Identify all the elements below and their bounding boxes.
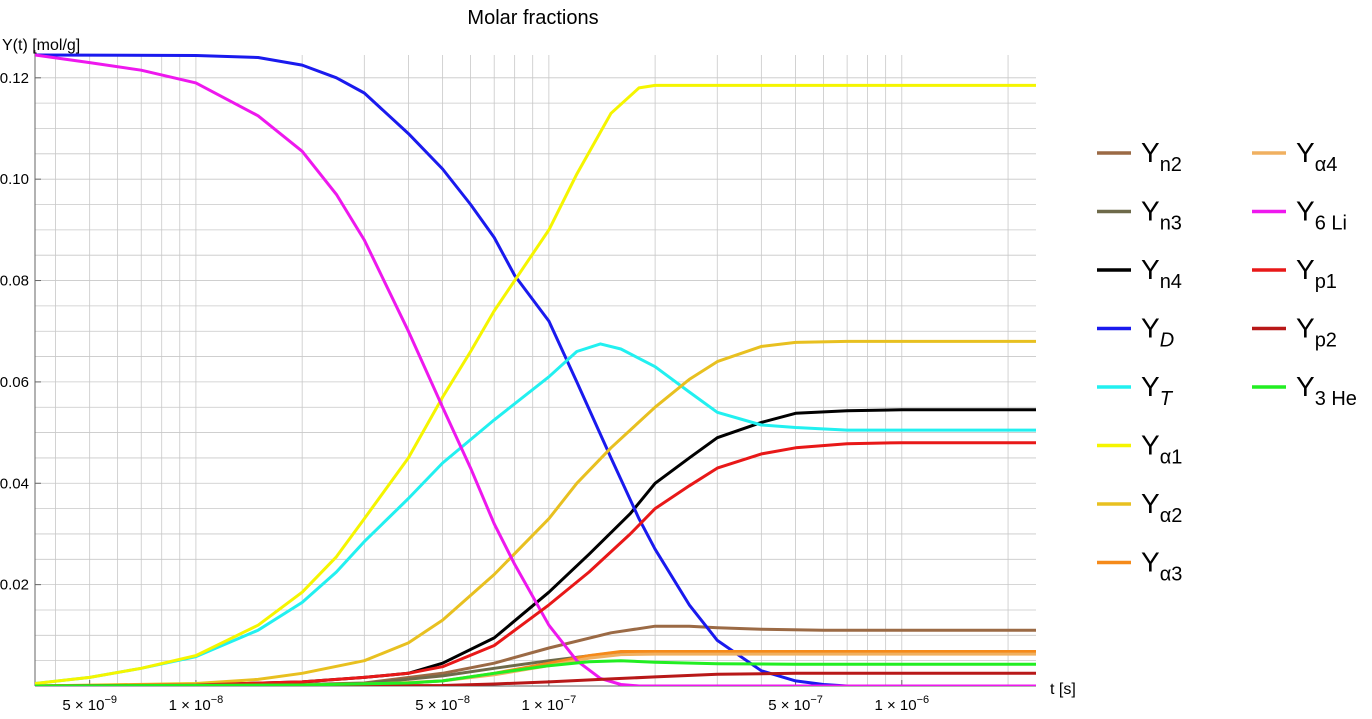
y-tick-label: 0.04 <box>0 475 29 492</box>
series-line-t <box>35 342 1036 685</box>
y-tick-label: 0.08 <box>0 273 29 290</box>
x-axis-label: t [s] <box>1050 681 1076 698</box>
legend-item: Yp2 <box>1252 313 1337 352</box>
y-tick-label: 0.10 <box>0 171 29 188</box>
legend-label: Yn2 <box>1141 137 1182 176</box>
legend-item: YT <box>1097 371 1174 410</box>
legend-label: Yn3 <box>1141 196 1182 235</box>
legend: Yn2 Yn3 Yn4 YD YT Yα1 Yα2 Yα3 Yα4 Y6 Li Yp1 Yp2 Y3 H… <box>1097 137 1357 586</box>
legend-item: Yn3 <box>1097 196 1182 235</box>
series-line-p2 <box>35 671 1036 686</box>
legend-label: Yn4 <box>1141 254 1182 293</box>
legend-item: Y6 Li <box>1252 196 1347 235</box>
legend-label: Yα3 <box>1141 547 1182 586</box>
axes: 0.02 0.04 0.06 0.08 0.10 0.12 5 × 10−9 1 × 10−8… <box>0 50 1036 714</box>
y-axis-label: Y(t) [mol/g] <box>2 37 80 54</box>
legend-label: Yα2 <box>1141 488 1182 527</box>
x-tick-label: 5 × 10−8 <box>415 694 470 714</box>
legend-label: Y3 He <box>1296 371 1357 410</box>
legend-item: YD <box>1097 313 1174 352</box>
series-line-3he <box>35 659 1036 686</box>
grid <box>35 55 1036 686</box>
y-tick-label: 0.02 <box>0 577 29 594</box>
legend-item: Y3 He <box>1252 371 1357 410</box>
legend-item: Yp1 <box>1252 254 1337 293</box>
series-lines <box>35 53 1036 686</box>
x-tick-label: 5 × 10−9 <box>62 694 117 714</box>
legend-label: YD <box>1141 313 1174 352</box>
chart-title: Molar fractions <box>467 7 598 29</box>
series-line-p1 <box>35 441 1036 686</box>
legend-item: Yα3 <box>1097 547 1182 586</box>
y-tick-label: 0.12 <box>0 70 29 87</box>
legend-item: Yα1 <box>1097 430 1182 469</box>
legend-label: Yp1 <box>1296 254 1337 293</box>
legend-item: Yn4 <box>1097 254 1182 293</box>
legend-item: Yn2 <box>1097 137 1182 176</box>
legend-label: Yp2 <box>1296 313 1337 352</box>
x-tick-label: 1 × 10−6 <box>874 694 929 714</box>
x-tick-label: 1 × 10−8 <box>169 694 224 714</box>
legend-item: Yα2 <box>1097 488 1182 527</box>
legend-label: YT <box>1141 371 1174 410</box>
x-tick-label: 5 × 10−7 <box>768 694 823 714</box>
legend-label: Yα4 <box>1296 137 1337 176</box>
legend-label: Yα1 <box>1141 430 1182 469</box>
legend-item: Yα4 <box>1252 137 1337 176</box>
y-tick-label: 0.06 <box>0 374 29 391</box>
series-line-α1 <box>35 83 1036 685</box>
x-tick-label: 1 × 10−7 <box>522 694 577 714</box>
series-line-α2 <box>35 339 1036 686</box>
legend-label: Y6 Li <box>1296 196 1347 235</box>
